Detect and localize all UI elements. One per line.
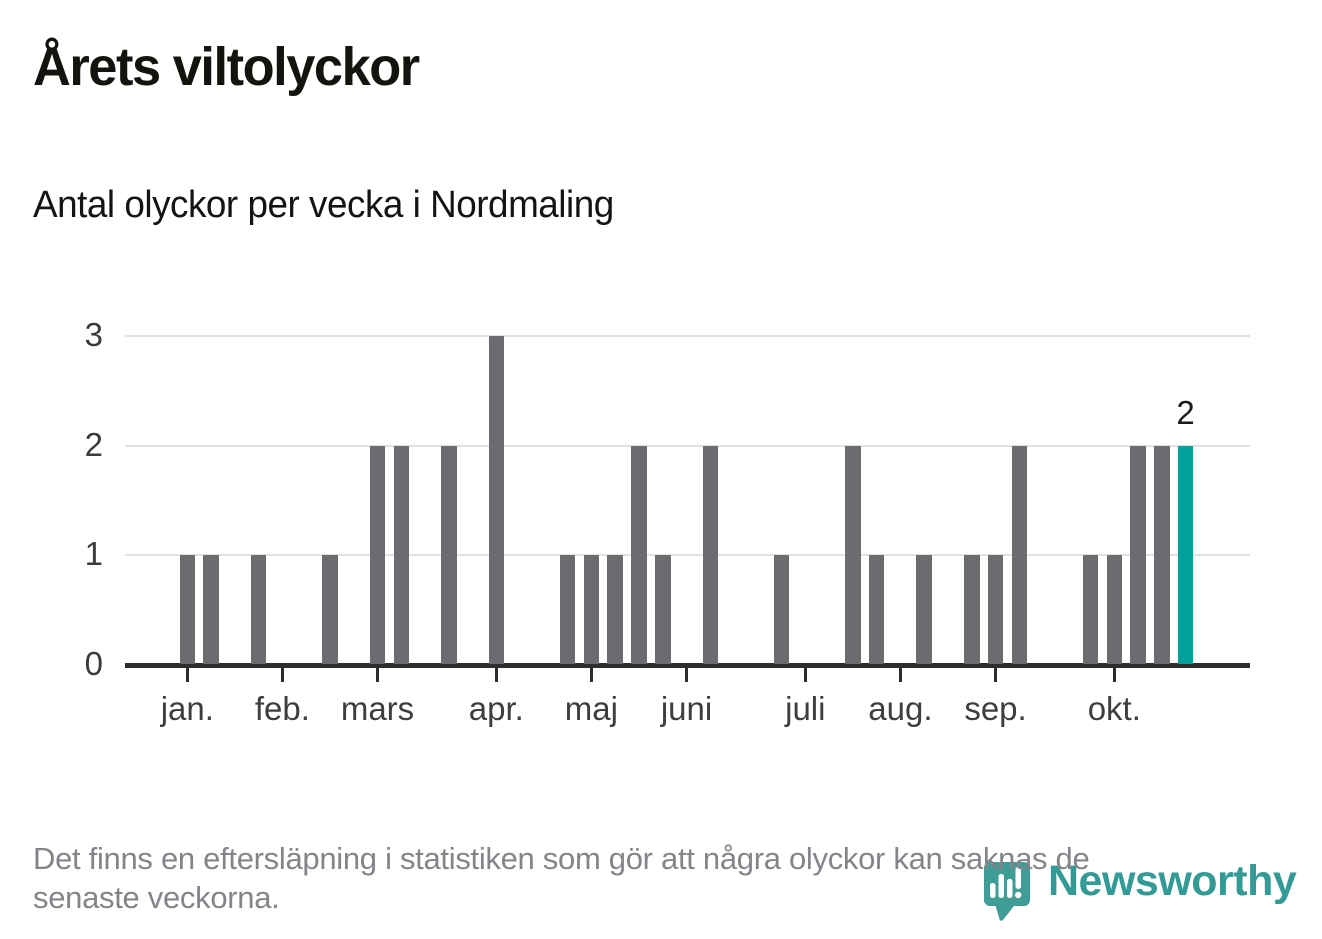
x-axis-label-aug: aug. [868,690,933,727]
x-axis-label-jan: jan. [160,690,214,727]
bar-week-17 [559,555,576,664]
bar-week-29 [845,445,861,664]
y-axis-label-2: 2 [84,425,103,463]
x-axis-tick-juli [803,668,807,682]
x-axis-label-juli: juli [785,690,826,727]
x-axis-label-sep: sep. [964,690,1027,727]
x-axis-tick-feb [280,668,284,682]
x-axis-tick-sep [994,668,997,682]
bar-week-9 [369,445,386,664]
x-axis-tick-maj [589,668,593,682]
last-bar-value-label: 2 [1176,394,1195,431]
gridline-y2 [125,444,1250,447]
x-axis-label-maj: maj [564,690,618,727]
x-axis-line [125,663,1250,668]
gridline-y3 [125,334,1250,337]
y-axis-label-0: 0 [84,645,103,682]
x-axis-label-juni: juni [660,690,713,727]
footnote-line-2: senaste veckorna. [33,880,280,915]
footnote: Det finns en eftersläpning i statistiken… [33,839,1288,917]
gridline-y1 [125,554,1250,557]
y-axis-label-1: 1 [84,535,103,573]
bar-week-36 [1011,445,1027,664]
bar-week-42 [1154,445,1170,664]
bar-week-20 [631,445,647,664]
bar-week-21 [655,555,671,664]
bar-week-40 [1106,555,1123,664]
x-axis-label-feb: feb. [254,690,310,727]
x-axis-label-apr: apr. [468,690,524,727]
x-axis-tick-jan [185,668,189,682]
newsworthy-logo: Newsworthy [982,857,1297,924]
bar-week-14 [488,335,505,664]
bar-week-7 [322,555,338,664]
bar-week-32 [916,555,932,664]
x-axis-tick-apr [494,668,498,682]
x-axis-tick-aug [898,668,902,682]
bar-week-2 [203,555,219,664]
bar-week-41 [1130,445,1146,664]
bar-week-1 [179,555,196,664]
bar-week-4 [250,555,267,664]
bar-week-43 [1177,445,1194,664]
bar-week-10 [393,445,409,664]
newsworthy-pin-icon [984,862,1030,921]
bar-week-26 [773,555,790,664]
bar-week-19 [607,555,623,664]
x-axis-label-mars: mars [340,690,415,727]
x-axis-label-okt: okt. [1087,690,1141,727]
bar-week-30 [868,555,885,664]
bar-week-35 [987,555,1004,664]
bar-week-39 [1082,555,1099,664]
chart-subtitle: Antal olyckor per vecka i Nordmaling [33,184,614,226]
x-axis-tick-okt [1112,668,1116,682]
newsworthy-logo-text: Newsworthy [1048,857,1297,905]
chart-title: Årets viltolyckor [33,37,420,97]
x-axis-tick-mars [376,668,379,682]
y-axis-label-3: 3 [84,315,103,353]
x-axis-tick-juni [685,668,688,682]
footnote-line-1: Det finns en eftersläpning i statistiken… [33,841,1090,876]
bar-week-34 [964,555,980,664]
bar-week-18 [583,555,600,664]
bar-week-12 [441,445,457,664]
bar-week-23 [702,445,718,664]
